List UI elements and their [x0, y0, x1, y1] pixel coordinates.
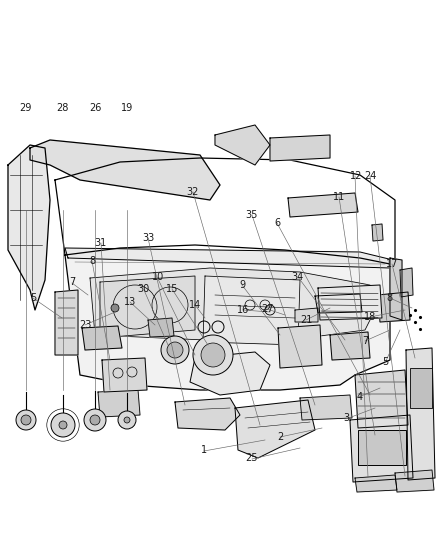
- Circle shape: [111, 304, 119, 312]
- Text: 27: 27: [261, 304, 273, 314]
- Circle shape: [118, 411, 136, 429]
- Text: 32: 32: [187, 187, 199, 197]
- Text: 3: 3: [343, 414, 349, 423]
- Text: 7: 7: [363, 336, 369, 346]
- Polygon shape: [330, 332, 370, 360]
- Polygon shape: [295, 308, 318, 322]
- Polygon shape: [350, 415, 413, 482]
- Text: 10: 10: [152, 272, 164, 281]
- Text: 28: 28: [57, 103, 69, 112]
- Polygon shape: [8, 145, 50, 310]
- Bar: [358, 430, 406, 465]
- Polygon shape: [400, 268, 413, 297]
- Circle shape: [51, 413, 75, 437]
- Text: 6: 6: [274, 218, 280, 228]
- Text: 8: 8: [89, 256, 95, 266]
- Text: 9: 9: [239, 280, 245, 289]
- Polygon shape: [355, 475, 397, 492]
- Polygon shape: [372, 224, 383, 241]
- Polygon shape: [100, 276, 195, 338]
- Text: 34: 34: [292, 272, 304, 282]
- Polygon shape: [82, 326, 122, 350]
- Circle shape: [201, 343, 225, 367]
- Polygon shape: [215, 125, 270, 165]
- Text: 19: 19: [121, 103, 133, 112]
- Polygon shape: [318, 285, 382, 320]
- Polygon shape: [102, 358, 147, 392]
- Text: 18: 18: [364, 312, 376, 322]
- Text: 5: 5: [382, 358, 389, 367]
- Polygon shape: [90, 268, 375, 340]
- Text: 7: 7: [69, 278, 75, 287]
- Text: 31: 31: [95, 238, 107, 247]
- Text: 5: 5: [30, 294, 36, 303]
- Text: 24: 24: [364, 171, 376, 181]
- Text: 29: 29: [19, 103, 32, 112]
- Polygon shape: [203, 276, 300, 345]
- Circle shape: [59, 421, 67, 429]
- Polygon shape: [406, 348, 435, 480]
- Circle shape: [84, 409, 106, 431]
- Polygon shape: [65, 248, 393, 268]
- Polygon shape: [235, 400, 315, 458]
- Text: 14: 14: [189, 300, 201, 310]
- Circle shape: [16, 410, 36, 430]
- Polygon shape: [355, 370, 408, 428]
- Polygon shape: [300, 395, 352, 420]
- Polygon shape: [98, 390, 140, 417]
- Text: 11: 11: [333, 192, 346, 202]
- Polygon shape: [175, 398, 240, 430]
- Circle shape: [21, 415, 31, 425]
- Text: 12: 12: [350, 171, 362, 181]
- Text: 17: 17: [386, 259, 398, 269]
- Text: 13: 13: [124, 297, 137, 307]
- Text: 35: 35: [246, 210, 258, 220]
- Text: 2: 2: [277, 432, 283, 442]
- Text: 33: 33: [142, 233, 154, 243]
- Bar: [410, 368, 432, 408]
- Text: 8: 8: [387, 294, 393, 303]
- Text: 1: 1: [201, 446, 207, 455]
- Polygon shape: [30, 140, 220, 200]
- Polygon shape: [288, 193, 358, 217]
- Polygon shape: [270, 135, 330, 161]
- Polygon shape: [395, 470, 434, 492]
- Polygon shape: [55, 290, 78, 355]
- Text: 16: 16: [237, 305, 250, 315]
- Circle shape: [90, 415, 100, 425]
- Text: 26: 26: [89, 103, 102, 112]
- Text: 15: 15: [166, 284, 178, 294]
- Polygon shape: [315, 294, 362, 313]
- Circle shape: [193, 335, 233, 375]
- Text: 4: 4: [356, 392, 362, 402]
- Circle shape: [161, 336, 189, 364]
- Polygon shape: [65, 255, 390, 390]
- Polygon shape: [278, 325, 322, 368]
- Text: 21: 21: [300, 315, 313, 325]
- Polygon shape: [148, 318, 174, 337]
- Polygon shape: [190, 352, 270, 395]
- Polygon shape: [390, 258, 402, 320]
- Text: 25: 25: [246, 454, 258, 463]
- Text: 30: 30: [138, 285, 150, 294]
- Polygon shape: [378, 292, 410, 322]
- Circle shape: [167, 342, 183, 358]
- Circle shape: [124, 417, 130, 423]
- Text: 23: 23: [79, 320, 92, 330]
